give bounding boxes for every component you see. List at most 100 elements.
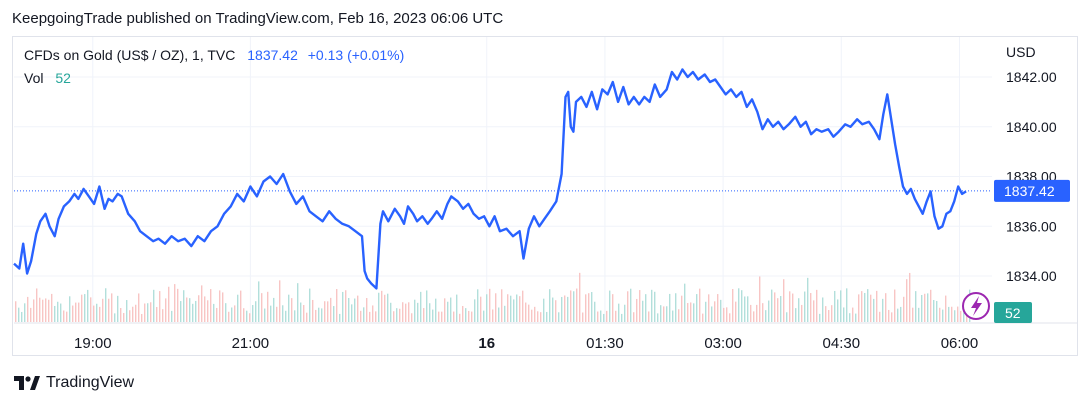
volume-bar [480,296,482,322]
volume-bar [576,288,578,322]
volume-bar [333,306,335,322]
volume-bar [297,283,299,322]
volume-bar [894,289,896,322]
volume-bar [768,300,770,322]
volume-bar [381,290,383,322]
volume-bar [33,299,35,322]
volume-bar [747,296,749,322]
currency-label: USD [1006,44,1036,60]
volume-bar [891,312,893,322]
volume-bar [630,288,632,322]
volume-bar [690,302,692,322]
volume-bar [825,306,827,322]
legend-change: +0.13 (+0.01%) [307,47,405,63]
volume-bar [525,302,527,322]
volume-bar [879,311,881,322]
volume-bar [174,284,176,322]
tradingview-brand[interactable]: TradingView [14,374,134,392]
volume-bar [906,279,908,322]
volume-bar [741,290,743,322]
volume-bar [507,294,509,322]
volume-bar [153,289,155,322]
volume-bar [660,305,662,322]
volume-bar [321,308,323,322]
volume-bar [618,303,620,322]
volume-bar [324,301,326,322]
volume-bar [543,298,545,322]
volume-bar [351,304,353,322]
volume-bar [921,295,923,322]
volume-bar [849,313,851,322]
tradingview-brand-label: TradingView [46,374,135,391]
volume-bar [237,294,239,322]
volume-bar [651,289,653,322]
volume-bar [669,293,671,322]
volume-bar [102,298,104,322]
volume-bar [663,306,665,322]
volume-bar [225,303,227,322]
volume-bar [468,310,470,322]
volume-bar [810,293,812,322]
volume-bar [873,298,875,322]
volume-bar [273,297,275,322]
volume-bar [177,288,179,322]
volume-bar [30,307,32,322]
volume-bar [405,303,407,322]
lightning-icon[interactable] [962,292,990,320]
volume-bar [573,291,575,322]
volume-bar [264,308,266,322]
volume-bar [375,311,377,322]
chart-frame[interactable] [12,36,1078,356]
volume-bar [96,303,98,322]
volume-bar [579,272,581,322]
volume-bar [378,292,380,322]
volume-bar [441,311,443,322]
volume-bar [648,311,650,322]
volume-bar [606,310,608,322]
volume-bar [759,276,761,322]
volume-bar [645,294,647,322]
volume-bar [231,307,233,322]
volume-bar [129,310,131,322]
x-tick-label: 03:00 [704,335,742,352]
volume-bar [711,306,713,322]
volume-bar [420,291,422,322]
volume-bar [615,310,617,322]
volume-bar [918,307,920,322]
volume-legend-value: 52 [55,70,71,86]
volume-bar [876,290,878,322]
volume-bar [144,303,146,322]
volume-bar [624,304,626,322]
volume-bar [246,310,248,322]
volume-bar [279,280,281,322]
volume-bar [960,310,962,322]
volume-bar [720,299,722,322]
volume-bar [345,290,347,322]
y-tick-label: 1834.00 [1006,268,1057,284]
last-price-badge [994,179,1070,202]
volume-bar [666,306,668,322]
volume-bar [126,300,128,322]
volume-bar [93,305,95,322]
x-tick-label: 06:00 [941,335,979,352]
volume-bar [183,290,185,322]
volume-bar [285,310,287,322]
volume-bar [822,297,824,322]
volume-bar [435,298,437,322]
volume-bar [180,301,182,322]
volume-bar [18,307,20,322]
volume-bar [642,300,644,322]
volume-bar [21,311,23,322]
volume-bar [639,290,641,322]
volume-bar [738,288,740,322]
volume-bar [108,298,110,322]
chart-legend: CFDs on Gold (US$ / OZ), 1, TVC 1837.42 … [24,47,404,63]
volume-bar [147,303,149,322]
volume-bar [483,310,485,322]
volume-bar [621,313,623,322]
volume-bar [519,296,521,322]
volume-bar [267,291,269,322]
volume-bar [900,306,902,322]
volume-bar [141,313,143,322]
